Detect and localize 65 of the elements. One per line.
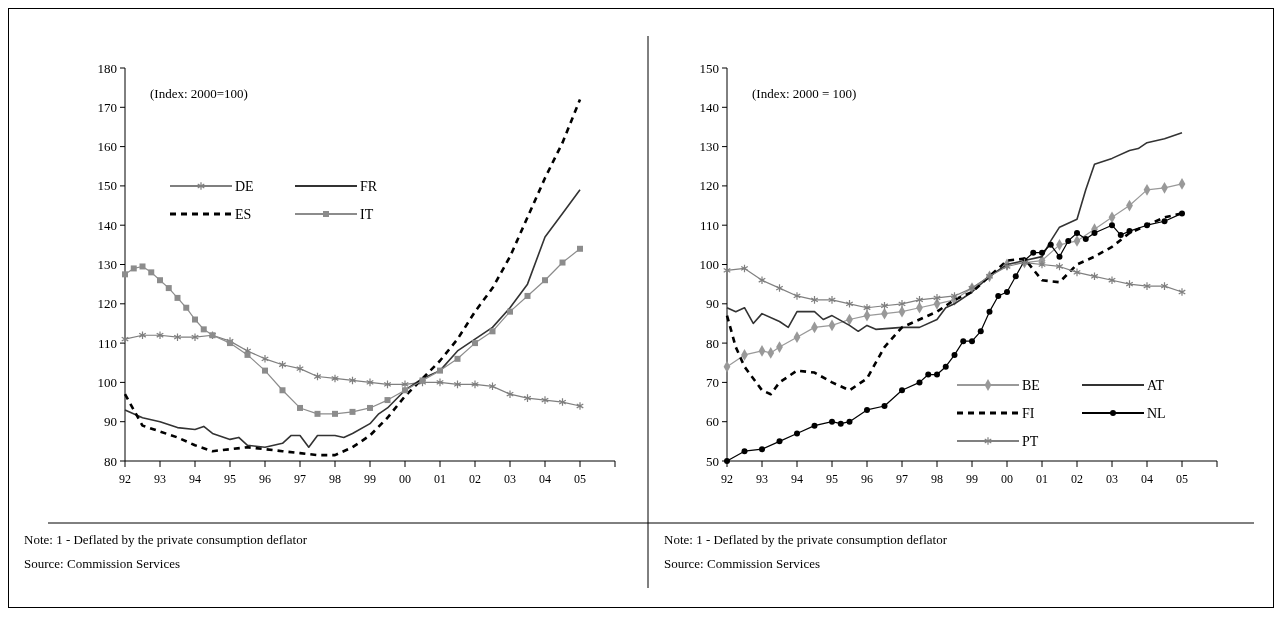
x-tick-label: 97 — [896, 472, 908, 486]
y-tick-label: 90 — [104, 414, 117, 430]
legend-label: BE — [1022, 377, 1040, 393]
y-tick-label: 120 — [699, 178, 719, 194]
x-tick-label: 97 — [294, 472, 306, 486]
y-tick-label: 60 — [706, 414, 719, 430]
x-tick-label: 05 — [574, 472, 586, 486]
y-tick-label: 100 — [97, 374, 117, 390]
text: Note: 1 - Deflated by the private consumption deflator — [24, 532, 308, 547]
x-tick-label: 94 — [189, 472, 201, 486]
x-tick-label: 00 — [399, 472, 411, 486]
y-tick-label: 180 — [97, 60, 117, 76]
y-tick-label: 130 — [97, 257, 117, 273]
source-note: Source: Commission Services — [664, 556, 820, 571]
x-tick-label: 94 — [791, 472, 803, 486]
x-tick-label: 00 — [1001, 472, 1013, 486]
y-tick-label: 110 — [699, 217, 719, 233]
text: Note: 1 - Deflated by the private consumption deflator — [664, 532, 948, 547]
legend-label: DE — [235, 178, 254, 194]
x-tick-label: 98 — [931, 472, 943, 486]
x-tick-label: 99 — [966, 472, 978, 486]
x-tick-label: 01 — [434, 472, 446, 486]
legend-label: AT — [1147, 377, 1165, 393]
x-tick-label: 96 — [861, 472, 873, 486]
x-tick-label: 93 — [756, 472, 768, 486]
legend-label: FI — [1022, 405, 1035, 421]
legend-label: IT — [360, 206, 374, 222]
x-tick-label: 98 — [329, 472, 341, 486]
y-tick-label: 160 — [97, 139, 117, 155]
y-tick-label: 70 — [706, 374, 719, 390]
annotation: (Index: 2000 = 100) — [752, 86, 857, 101]
y-tick-label: 140 — [97, 217, 117, 233]
source-note: Source: Commission Services — [24, 556, 180, 571]
x-tick-label: 95 — [826, 472, 838, 486]
x-tick-label: 04 — [539, 472, 551, 486]
legend-label: NL — [1147, 405, 1166, 421]
x-tick-label: 99 — [364, 472, 376, 486]
y-tick-label: 80 — [706, 335, 719, 351]
y-tick-label: 150 — [699, 60, 719, 76]
legend-label: FR — [360, 178, 378, 194]
y-tick-label: 150 — [97, 178, 117, 194]
annotation: (Index: 2000=100) — [150, 86, 248, 101]
x-tick-label: 02 — [1071, 472, 1083, 486]
legend-label: PT — [1022, 433, 1039, 449]
x-tick-label: 05 — [1176, 472, 1188, 486]
y-tick-label: 120 — [97, 296, 117, 312]
x-tick-label: 02 — [469, 472, 481, 486]
y-tick-label: 80 — [104, 453, 117, 469]
x-tick-label: 03 — [504, 472, 516, 486]
y-tick-label: 110 — [97, 335, 117, 351]
x-tick-label: 03 — [1106, 472, 1118, 486]
legend-label: ES — [235, 206, 252, 222]
x-tick-label: 96 — [259, 472, 271, 486]
x-tick-label: 93 — [154, 472, 166, 486]
y-tick-label: 50 — [706, 453, 719, 469]
x-tick-label: 01 — [1036, 472, 1048, 486]
y-tick-label: 100 — [699, 257, 719, 273]
y-tick-label: 130 — [699, 139, 719, 155]
x-tick-label: 04 — [1141, 472, 1153, 486]
x-tick-label: 95 — [224, 472, 236, 486]
x-tick-label: 92 — [119, 472, 131, 486]
x-tick-label: 92 — [721, 472, 733, 486]
y-tick-label: 170 — [97, 99, 117, 115]
y-tick-label: 140 — [699, 99, 719, 115]
y-tick-label: 90 — [706, 296, 719, 312]
